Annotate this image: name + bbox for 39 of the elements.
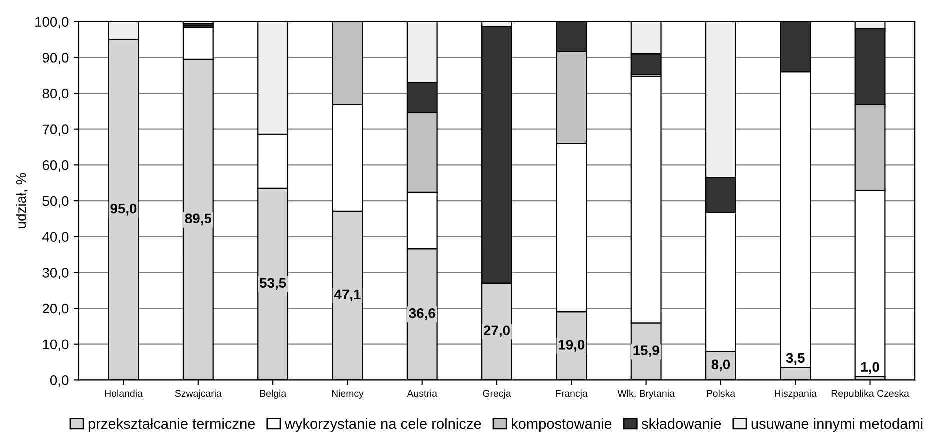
y-tick-label: 20,0	[42, 304, 69, 316]
legend-label: składowanie	[642, 418, 722, 430]
y-axis-title: udział, %	[16, 173, 28, 228]
legend-label: kompostowanie	[512, 418, 612, 432]
y-tick-label: 0,0	[50, 376, 69, 387]
data-label: 36,6	[409, 308, 436, 320]
x-tick-label: Francja	[556, 390, 588, 399]
x-tick-label: Niemcy	[332, 390, 364, 399]
y-tick-label: 70,0	[42, 124, 69, 136]
legend-label: wykorzystanie na cele rolnicze	[284, 418, 482, 432]
legend-label: usuwane innymi metodami	[752, 418, 923, 432]
data-label: 19,0	[559, 340, 585, 352]
x-tick-label: Austria	[407, 390, 438, 398]
data-label: 3,5	[786, 353, 805, 366]
x-tick-label: Republika Czeska	[832, 390, 910, 399]
data-label: 8,0	[712, 360, 730, 372]
data-label: 47,1	[334, 290, 361, 302]
x-tick-label: Polska	[707, 390, 736, 398]
x-tick-label: Belgia	[260, 390, 287, 399]
data-label: 89,5	[185, 214, 212, 226]
y-tick-label: 60,0	[42, 160, 69, 172]
legend-label: przekształcanie termiczne	[88, 418, 256, 432]
data-label: 15,9	[634, 346, 660, 358]
y-tick-label: 50,0	[42, 196, 69, 208]
x-tick-label: Holandia	[105, 390, 143, 398]
y-tick-label: 90,0	[42, 53, 69, 64]
x-tick-label: Wlk. Brytania	[618, 390, 675, 399]
y-tick-label: 30,0	[42, 268, 69, 280]
x-tick-label: Grecja	[483, 390, 512, 399]
y-tick-label: 80,0	[42, 88, 69, 100]
y-tick-label: 10,0	[43, 340, 69, 352]
y-tick-label: 40,0	[42, 232, 69, 244]
y-tick-label: 100,0	[36, 17, 69, 29]
x-tick-label: Szwajcaria	[175, 390, 222, 399]
x-tick-label: Hiszpania	[775, 390, 817, 399]
data-label: 53,5	[260, 278, 286, 290]
data-label: 1,0	[861, 362, 880, 374]
data-label: 95,0	[110, 204, 137, 216]
data-label: 27,0	[484, 326, 510, 338]
